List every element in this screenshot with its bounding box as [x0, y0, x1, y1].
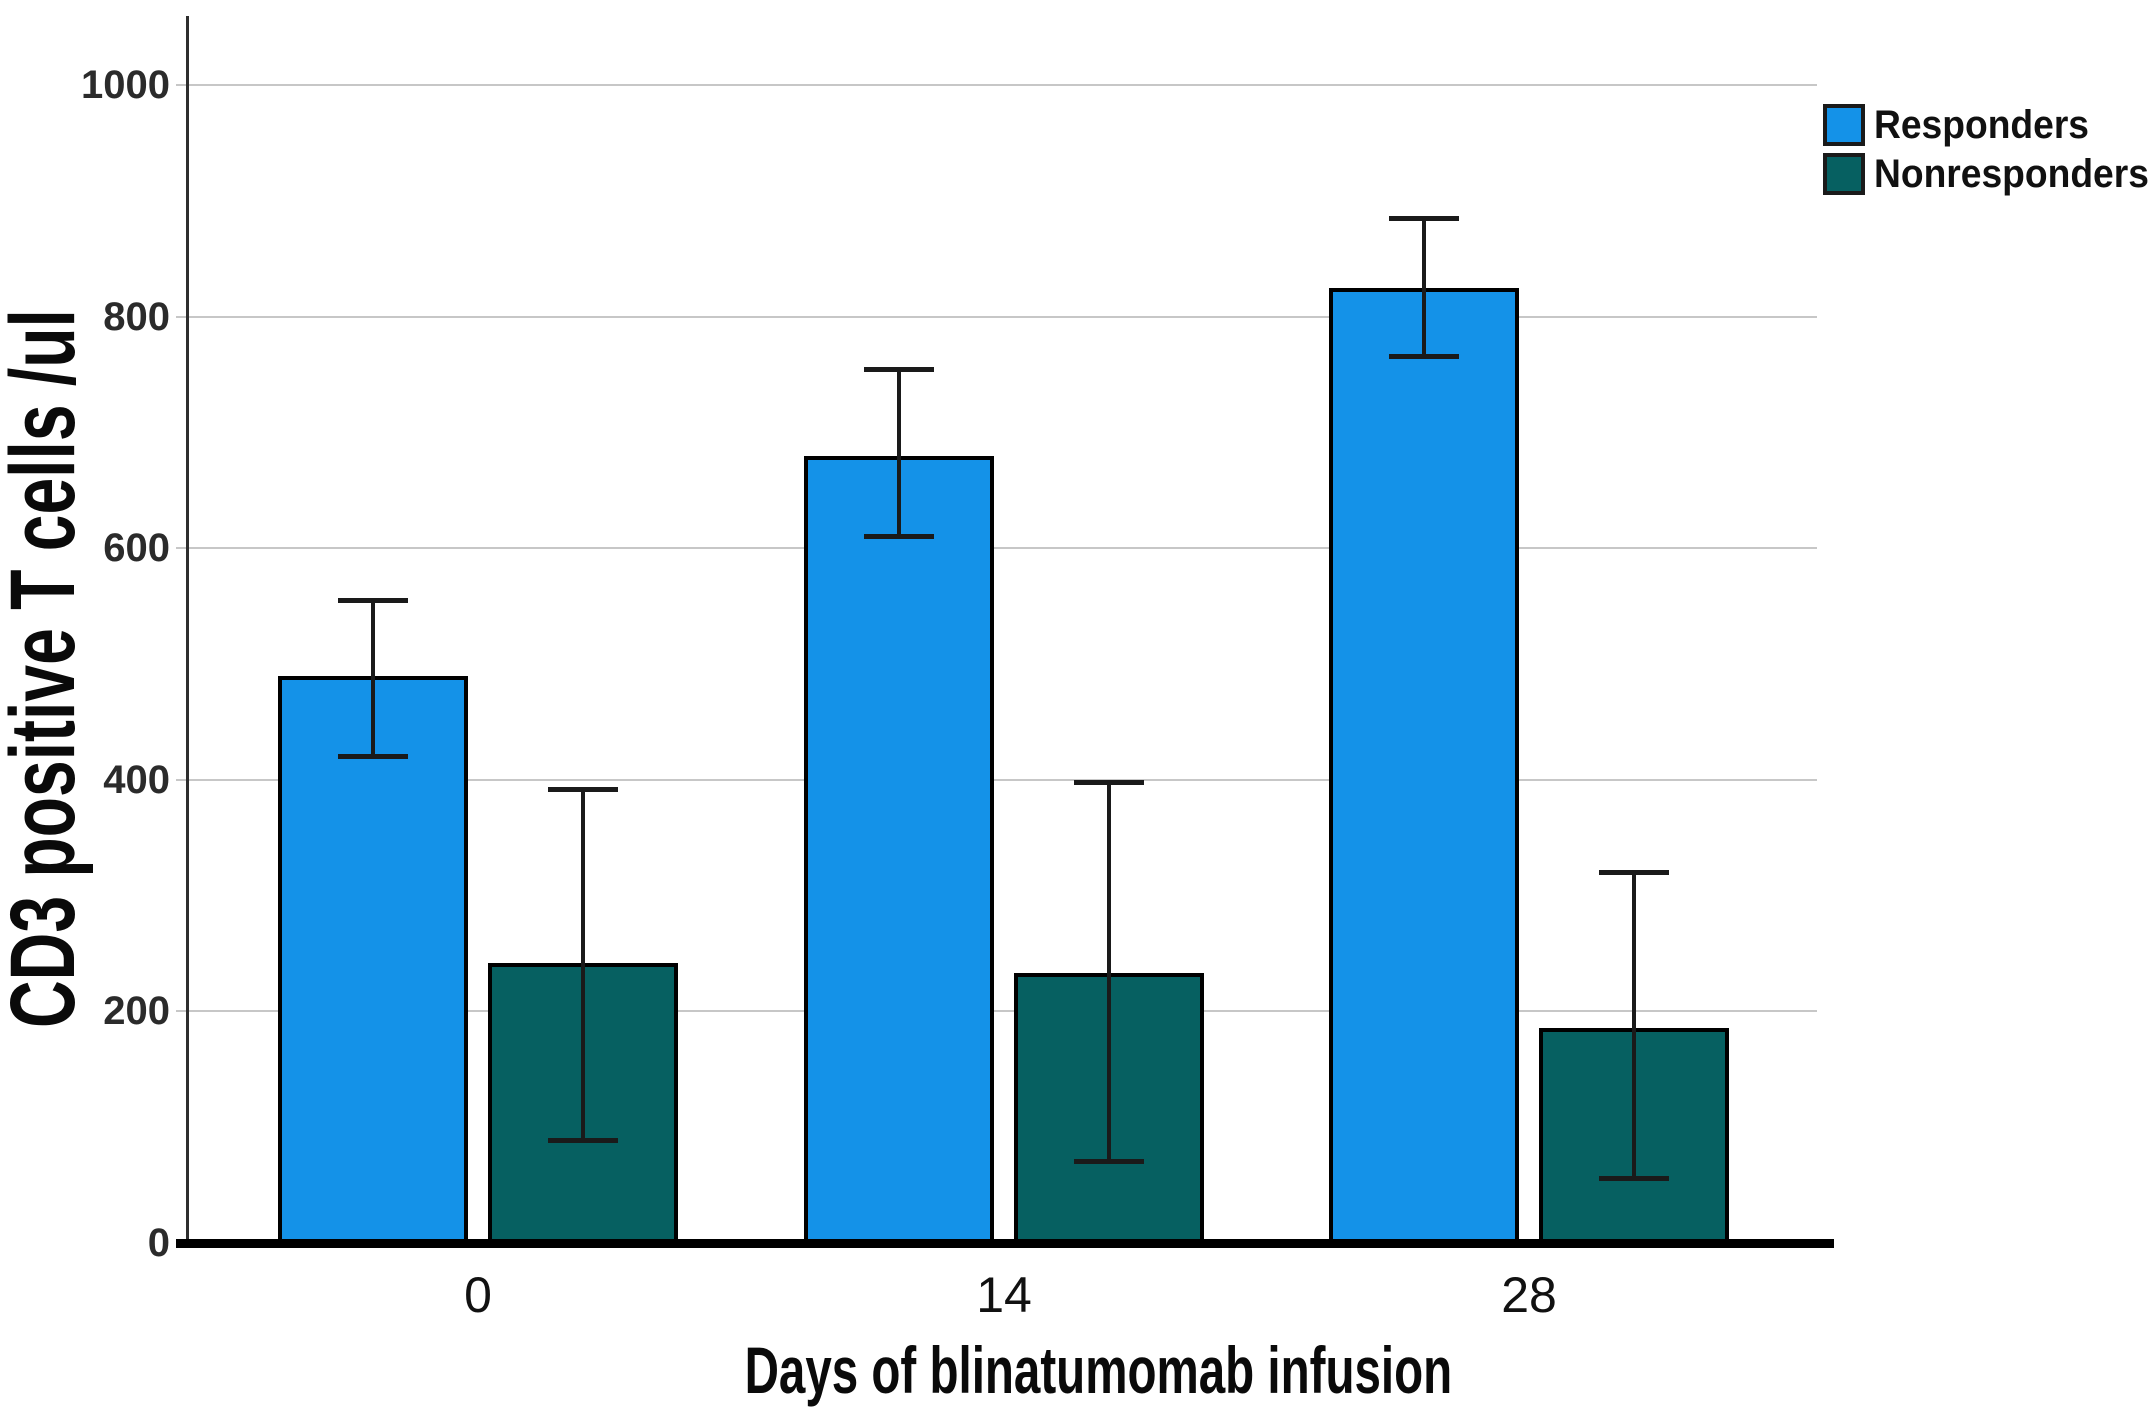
- error-bar-cap-top-nonresponders-0: [548, 787, 618, 793]
- error-bar-cap-top-nonresponders-14: [1074, 780, 1144, 786]
- gridline-200: [176, 1010, 1817, 1013]
- x-axis-baseline: [176, 1239, 1834, 1248]
- error-bar-cap-bottom-responders-14: [864, 533, 934, 539]
- x-tick-label-0: 0: [464, 1267, 492, 1323]
- legend-item-nonresponders: Nonresponders: [1823, 153, 2154, 195]
- error-bar-cap-bottom-nonresponders-0: [548, 1138, 618, 1144]
- nonresponders-swatch-icon: [1823, 153, 1865, 195]
- y-tick-label-800: 800: [103, 294, 170, 339]
- error-bar-line-responders-14: [897, 368, 901, 537]
- error-bar-cap-top-responders-14: [864, 366, 934, 372]
- x-axis-title: Days of blinatumomab infusion: [744, 1333, 1453, 1407]
- error-bar-cap-bottom-responders-0: [338, 753, 408, 759]
- bar-responders-14: [804, 455, 994, 1247]
- gridline-400: [176, 778, 1817, 781]
- gridline-600: [176, 547, 1817, 550]
- legend: Responders Nonresponders: [1823, 104, 2154, 202]
- gridline-800: [176, 315, 1817, 318]
- legend-label-responders: Responders: [1874, 103, 2089, 147]
- y-tick-label-1000: 1000: [81, 63, 170, 107]
- error-bar-line-nonresponders-28: [1632, 872, 1636, 1180]
- bar-responders-28: [1329, 287, 1519, 1247]
- gridline-1000: [176, 84, 1817, 86]
- y-tick-label-0: 0: [147, 1221, 170, 1265]
- error-bar-cap-top-responders-28: [1389, 216, 1459, 222]
- y-axis-line: [186, 16, 189, 1244]
- error-bar-line-responders-0: [371, 600, 375, 757]
- error-bar-line-nonresponders-0: [581, 789, 585, 1142]
- error-bar-cap-top-responders-0: [338, 598, 408, 604]
- bar-responders-0: [278, 675, 468, 1247]
- responders-swatch-icon: [1823, 104, 1865, 146]
- error-bar-line-nonresponders-14: [1107, 782, 1111, 1162]
- legend-label-nonresponders: Nonresponders: [1874, 152, 2149, 196]
- error-bar-cap-bottom-nonresponders-14: [1074, 1158, 1144, 1164]
- error-bar-cap-bottom-responders-28: [1389, 354, 1459, 360]
- x-tick-label-14: 14: [976, 1267, 1032, 1323]
- error-bar-cap-top-nonresponders-28: [1599, 870, 1669, 876]
- y-axis-title: CD3 positive T cells /ul: [0, 309, 94, 1028]
- x-tick-label-28: 28: [1501, 1267, 1557, 1323]
- legend-item-responders: Responders: [1823, 104, 2154, 146]
- error-bar-line-responders-28: [1422, 218, 1426, 358]
- error-bar-cap-bottom-nonresponders-28: [1599, 1176, 1669, 1182]
- y-tick-label-600: 600: [103, 526, 170, 571]
- y-tick-label-200: 200: [103, 989, 170, 1034]
- y-tick-label-400: 400: [103, 757, 170, 802]
